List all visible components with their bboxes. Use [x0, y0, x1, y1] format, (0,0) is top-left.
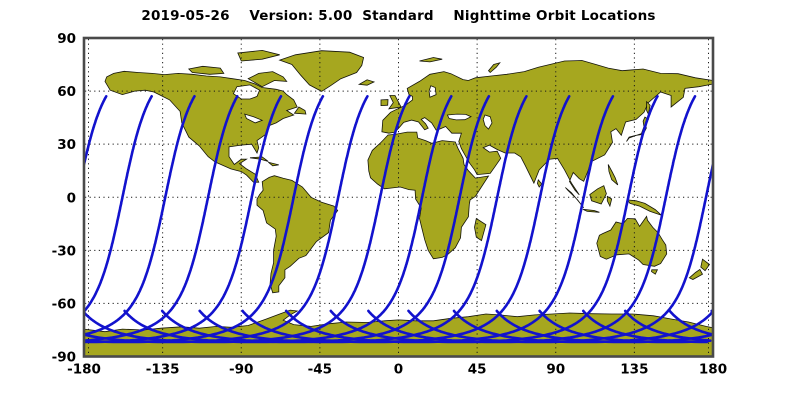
x-tick-label-135: 135	[620, 362, 648, 378]
orbit-track-6	[668, 309, 713, 336]
y-tick-label-90: 90	[57, 31, 76, 47]
landmass-philippines	[607, 164, 619, 186]
landmass-arctic-islands	[187, 65, 225, 75]
landmass-south-america	[256, 175, 339, 294]
orbit-track-13	[329, 95, 659, 344]
orbit-track-6	[84, 95, 369, 344]
orbit-track-5	[623, 309, 711, 342]
landmass-java	[582, 208, 600, 213]
x-tick-label-45: 45	[468, 362, 487, 378]
lake-great-lakes	[244, 113, 264, 124]
landmass-ireland	[380, 99, 389, 107]
orbit-track-2	[84, 95, 196, 336]
landmass-cuba	[249, 156, 269, 162]
x-tick-label-0: 0	[394, 362, 403, 378]
landmass-tasmania	[651, 269, 659, 275]
chart-title: 2019-05-26 Version: 5.00 Standard Nightt…	[141, 8, 656, 24]
y-tick-label--30: -30	[52, 243, 76, 259]
y-tick-label-0: 0	[67, 190, 76, 206]
landmass-novaya-zemlya	[487, 62, 501, 74]
y-tick-label-60: 60	[57, 84, 76, 100]
plot-area	[84, 39, 713, 357]
landmass-greenland	[278, 50, 365, 92]
landmass-nz-south	[688, 268, 704, 280]
landmass-hispaniola	[268, 161, 279, 167]
x-tick-label--45: -45	[308, 362, 332, 378]
orbit-track-3	[85, 95, 239, 342]
landmass-sri-lanka	[536, 179, 543, 188]
landmass-borneo	[589, 185, 607, 205]
plot-frame	[82, 36, 715, 358]
landmass-madagascar	[474, 217, 487, 242]
landmass-svalbard	[419, 57, 443, 63]
y-tick-label--90: -90	[52, 350, 76, 366]
orbit-track-1	[452, 309, 713, 344]
orbit-track-5	[84, 95, 325, 344]
lake-hudson-bay	[232, 84, 261, 100]
landmass-baffin-island	[247, 71, 288, 88]
orbit-track-3	[538, 309, 712, 344]
lake-baltic-sea	[428, 85, 437, 98]
y-tick-label--60: -60	[52, 296, 76, 312]
orbit-track-4	[581, 309, 709, 344]
landmass-sulawesi	[606, 195, 613, 208]
landmass-ellesmere	[237, 49, 280, 62]
x-tick-label--180: -180	[67, 362, 101, 378]
orbit-track-1	[84, 95, 153, 313]
landmass-newfoundland	[293, 106, 307, 115]
x-tick-label--135: -135	[146, 362, 180, 378]
landmass-nz-north	[700, 258, 711, 272]
landmass-iceland	[357, 79, 376, 86]
landmass-new-guinea	[626, 199, 662, 216]
x-tick-label--90: -90	[229, 362, 253, 378]
landmass-sumatra	[565, 187, 585, 209]
y-tick-label-30: 30	[57, 137, 76, 153]
x-tick-label-90: 90	[546, 362, 565, 378]
orbit-track-4	[84, 95, 283, 344]
lake-black-sea	[446, 113, 472, 121]
x-tick-label-180: 180	[699, 362, 727, 378]
orbit-track-0	[84, 95, 108, 166]
landmass-uk	[388, 95, 402, 110]
lake-caspian-sea	[482, 114, 493, 130]
orbit-track-14	[367, 95, 697, 344]
